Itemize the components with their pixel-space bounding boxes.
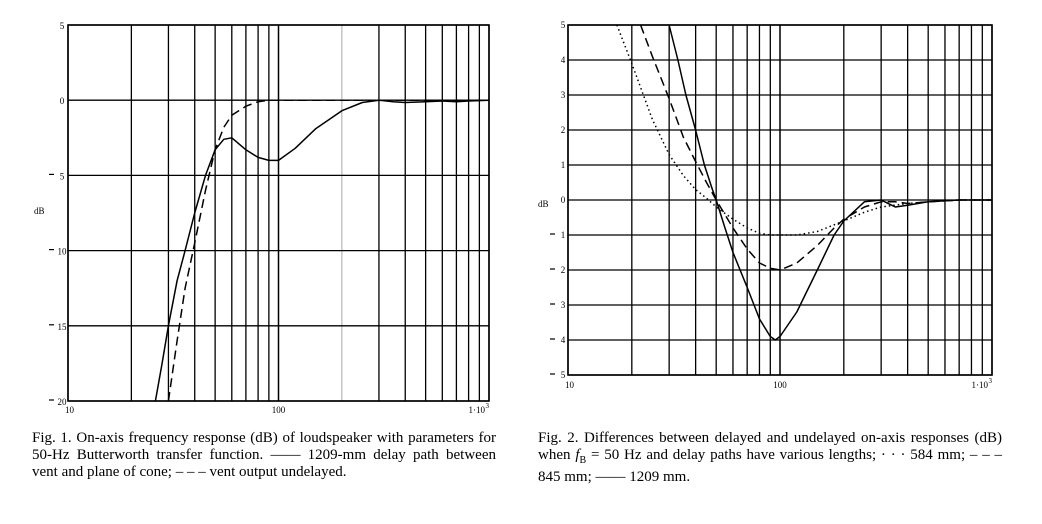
c1-ytick-label--15: 15 [58,322,68,332]
fig1-caption: Fig. 1. On-axis frequency response (dB) … [32,430,496,481]
c2-ytick-label-3: 3 [561,90,566,100]
fig2-caption: Fig. 2. Differences between delayed and … [538,430,1002,486]
c2-ytick-label-2: 2 [561,125,566,135]
c2-ytick-label--3: 3 [561,300,566,310]
fig1-y-axis-label: dB [34,206,45,216]
c2-series-solid-line [668,24,992,341]
c2-ytick-label--5: 5 [561,370,566,380]
c2-xtick-exponent: 3 [989,377,993,385]
fig2-caption-fb: fB [575,447,587,466]
c2-series-dashed-line [639,24,992,271]
c2-xtick-label-1000: 1·10 [972,380,989,390]
c2-ytick-label-0: 0 [561,195,566,205]
fig2-caption-fb-symbol: f [575,447,580,463]
fig2-caption-text-before: Differences between delayed and undelaye… [538,430,1002,463]
c1-ytick-label-5: 5 [60,21,65,31]
c1-ytick-label--20: 20 [58,397,68,407]
fig2-series [616,24,992,341]
fig1-series [154,99,490,402]
c1-ytick-label-0: 0 [60,96,65,106]
c1-xtick-exponent: 3 [486,402,490,410]
c2-xtick-label-100: 100 [773,380,787,390]
c1-xtick-label-100: 100 [272,405,286,415]
c2-ytick-label-1: 1 [561,160,566,170]
fig1-caption-text: On-axis frequency response (dB) of louds… [32,430,497,480]
c2-ytick-label--1: 1 [561,230,566,240]
c2-ytick-label--2: 2 [561,265,566,275]
fig2-y-axis-label: dB [538,199,549,209]
c1-xtick-label-10: 10 [65,405,75,415]
fig2-caption-fb-subscript: B [579,455,587,466]
c1-series-solid-line [154,99,490,402]
c1-plot-frame [67,24,490,402]
fig2-caption-text-after: = 50 Hz and delay paths have various len… [538,447,1003,485]
c2-ytick-label-4: 4 [561,55,566,65]
c2-series-dotted-line [616,24,992,236]
fig1-caption-label: Fig. 1. [32,430,72,446]
c2-ytick-label--4: 4 [561,335,566,345]
c1-xtick-label-1000: 1·10 [469,405,486,415]
c1-ytick-label--5: 5 [60,171,65,181]
fig2-caption-label: Fig. 2. [538,430,579,446]
fig1-grid [67,24,490,402]
c2-xtick-label-10: 10 [565,380,575,390]
c1-ytick-label--10: 10 [58,247,68,257]
c2-ytick-label-5: 5 [561,20,566,30]
c1-series-dashed-line [167,99,489,402]
fig2-grid [567,24,993,376]
